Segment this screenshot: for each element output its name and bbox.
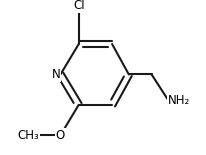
Text: N: N [52,68,61,81]
Text: CH₃: CH₃ [18,129,39,142]
Text: O: O [56,129,65,142]
Text: Cl: Cl [73,0,84,12]
Text: NH₂: NH₂ [168,94,191,107]
